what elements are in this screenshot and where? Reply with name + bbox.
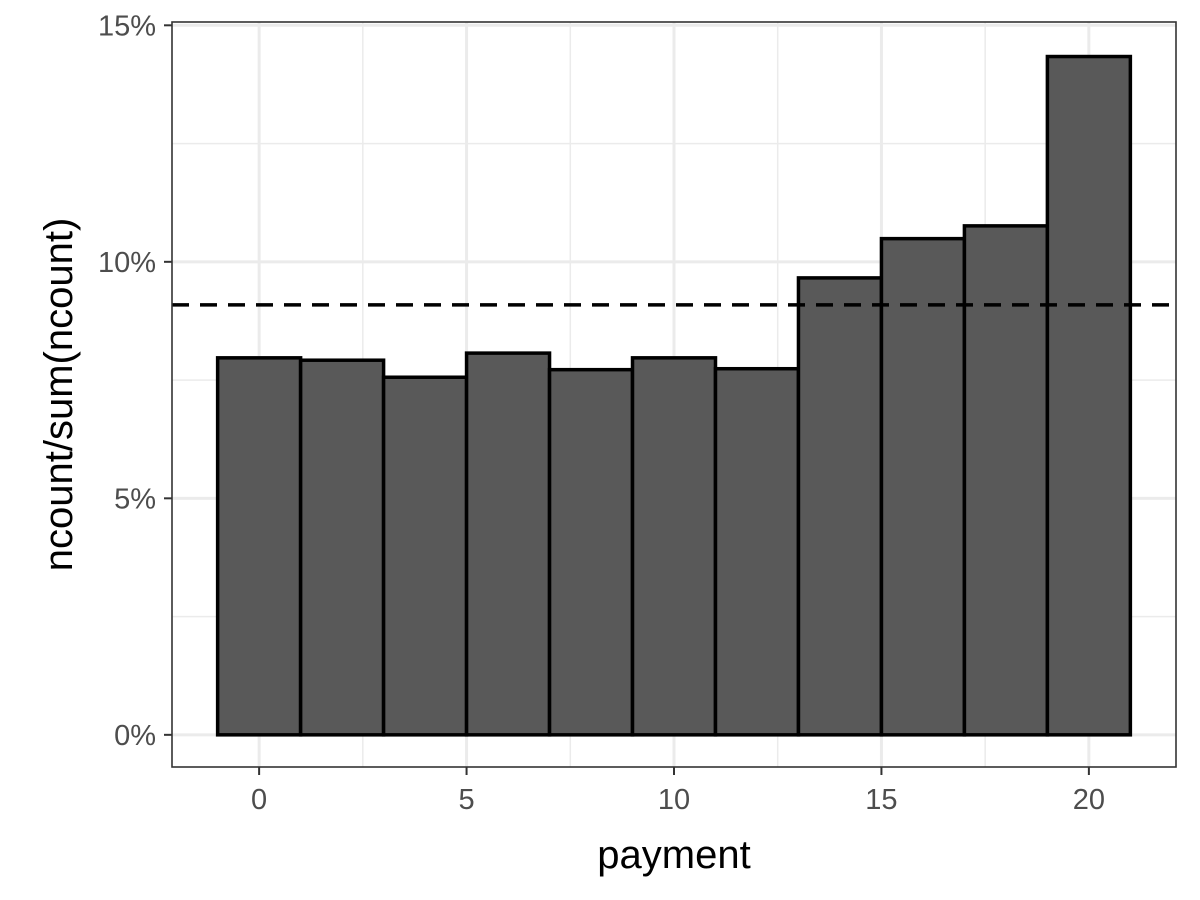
x-tick-label: 20 — [1073, 784, 1105, 816]
x-tick-label: 10 — [658, 784, 690, 816]
x-tick-label: 0 — [251, 784, 267, 816]
bars — [215, 54, 1133, 737]
y-tick-label: 15% — [98, 10, 156, 42]
y-tick-label: 5% — [114, 483, 156, 515]
x-tick-label: 15 — [865, 784, 897, 816]
y-tick-label: 10% — [98, 247, 156, 279]
y-axis-ticks: 0% 5% 10% 15% — [98, 10, 172, 752]
x-tick-label: 5 — [458, 784, 474, 816]
histogram-bar — [381, 375, 469, 737]
histogram-bar — [713, 366, 801, 737]
histogram-bar — [796, 276, 884, 737]
histogram-bar — [879, 236, 967, 737]
y-tick-label: 0% — [114, 720, 156, 752]
histogram-bar — [962, 224, 1050, 737]
histogram-bar — [547, 367, 635, 737]
histogram-bar — [215, 356, 303, 737]
y-axis-title: ncount/sum(ncount) — [37, 218, 81, 572]
histogram-bar — [1045, 54, 1133, 737]
x-axis-ticks: 0 5 10 15 20 — [251, 767, 1105, 816]
histogram-bar — [630, 356, 718, 737]
histogram-bar — [298, 358, 386, 737]
x-axis-title: payment — [597, 833, 750, 877]
histogram-bar — [464, 351, 552, 737]
